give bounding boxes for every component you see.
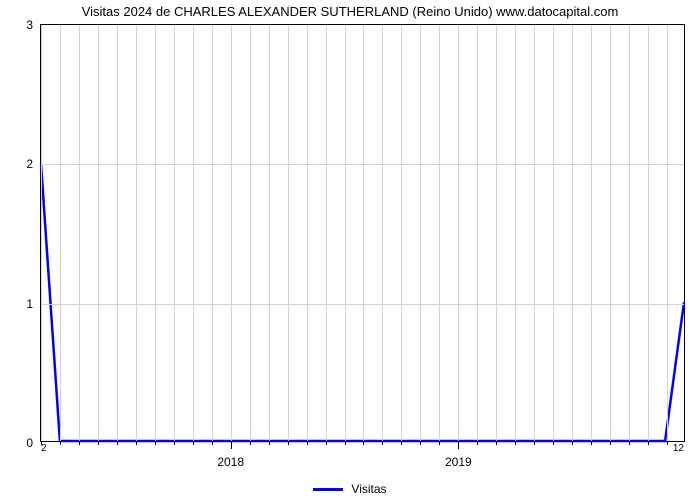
grid-vertical [326, 25, 327, 441]
grid-vertical [174, 25, 175, 441]
grid-vertical [60, 25, 61, 441]
x-minor-tick [401, 441, 402, 445]
grid-vertical [458, 25, 459, 441]
grid-vertical [79, 25, 80, 441]
grid-vertical [307, 25, 308, 441]
x-edge-label-right: 12 [673, 443, 684, 454]
grid-vertical [553, 25, 554, 441]
x-minor-tick [572, 441, 573, 445]
chart-title: Visitas 2024 de CHARLES ALEXANDER SUTHER… [0, 4, 700, 19]
x-edge-label-left: 2 [41, 443, 47, 454]
plot-area: 012320182019212 [40, 24, 685, 442]
grid-vertical [363, 25, 364, 441]
grid-vertical [155, 25, 156, 441]
x-minor-tick [98, 441, 99, 445]
grid-vertical [496, 25, 497, 441]
x-minor-tick [250, 441, 251, 445]
x-minor-tick [534, 441, 535, 445]
grid-vertical [534, 25, 535, 441]
grid-vertical [420, 25, 421, 441]
grid-vertical [401, 25, 402, 441]
x-minor-tick [60, 441, 61, 445]
grid-vertical [515, 25, 516, 441]
x-minor-tick [553, 441, 554, 445]
x-minor-tick [648, 441, 649, 445]
x-minor-tick [212, 441, 213, 445]
x-minor-tick [439, 441, 440, 445]
chart-container: Visitas 2024 de CHARLES ALEXANDER SUTHER… [0, 0, 700, 500]
legend-label: Visitas [351, 482, 386, 496]
x-major-tick [231, 441, 232, 449]
grid-vertical [629, 25, 630, 441]
grid-vertical [231, 25, 232, 441]
grid-vertical [136, 25, 137, 441]
x-minor-tick [515, 441, 516, 445]
x-minor-tick [363, 441, 364, 445]
x-minor-tick [667, 441, 668, 445]
x-major-tick [458, 441, 459, 449]
x-minor-tick [382, 441, 383, 445]
grid-vertical [212, 25, 213, 441]
grid-vertical [477, 25, 478, 441]
y-tick-label: 1 [26, 297, 33, 311]
legend: Visitas [0, 482, 700, 496]
grid-vertical [667, 25, 668, 441]
grid-vertical [288, 25, 289, 441]
grid-vertical [345, 25, 346, 441]
grid-vertical [269, 25, 270, 441]
x-minor-tick [345, 441, 346, 445]
x-minor-tick [610, 441, 611, 445]
legend-swatch [313, 488, 343, 491]
x-minor-tick [496, 441, 497, 445]
grid-vertical [382, 25, 383, 441]
x-minor-tick [326, 441, 327, 445]
grid-vertical [648, 25, 649, 441]
x-minor-tick [117, 441, 118, 445]
x-minor-tick [420, 441, 421, 445]
grid-vertical [41, 25, 42, 441]
x-minor-tick [174, 441, 175, 445]
grid-vertical [117, 25, 118, 441]
x-minor-tick [79, 441, 80, 445]
grid-vertical [193, 25, 194, 441]
grid-vertical [250, 25, 251, 441]
x-minor-tick [193, 441, 194, 445]
x-minor-tick [591, 441, 592, 445]
x-minor-tick [629, 441, 630, 445]
x-minor-tick [288, 441, 289, 445]
grid-vertical [610, 25, 611, 441]
x-tick-label: 2018 [217, 455, 244, 469]
grid-vertical [439, 25, 440, 441]
grid-vertical [98, 25, 99, 441]
x-minor-tick [477, 441, 478, 445]
y-tick-label: 2 [26, 157, 33, 171]
grid-vertical [591, 25, 592, 441]
y-tick-label: 3 [26, 18, 33, 32]
x-minor-tick [136, 441, 137, 445]
x-tick-label: 2019 [445, 455, 472, 469]
x-minor-tick [307, 441, 308, 445]
grid-vertical [572, 25, 573, 441]
x-minor-tick [155, 441, 156, 445]
x-minor-tick [269, 441, 270, 445]
y-tick-label: 0 [26, 436, 33, 450]
